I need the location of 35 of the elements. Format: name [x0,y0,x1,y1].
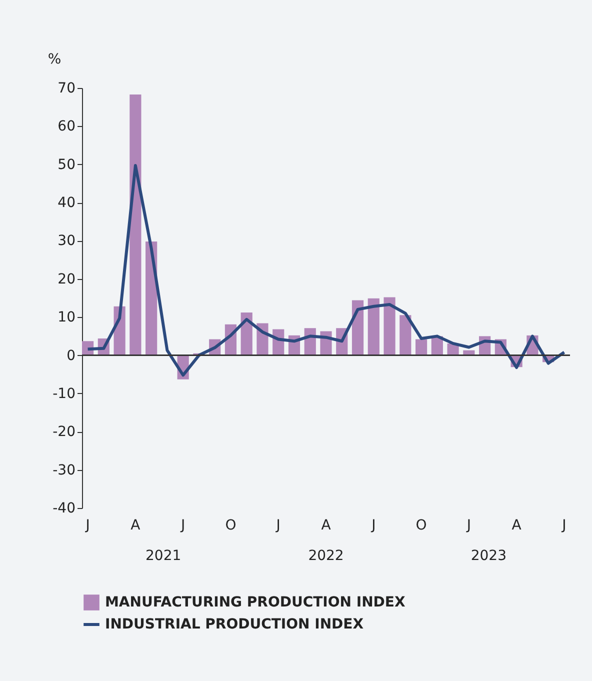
y-axis-title: % [48,52,62,68]
x-tick-label: O [225,518,236,534]
bar [415,339,428,356]
y-tick-label: 60 [58,118,76,135]
y-tick-label: 0 [66,348,76,364]
bar [384,297,396,356]
x-tick-label: O [416,518,427,534]
legend-label: INDUSTRIAL PRODUCTION INDEX [105,616,364,632]
x-tick-label: J [561,518,566,534]
legend-label: MANUFACTURING PRODUCTION INDEX [105,594,406,610]
y-tick-label: -20 [52,424,76,440]
x-tick-label: A [130,518,141,534]
x-tick-label: A [512,518,522,534]
x-tick-label: J [275,518,280,534]
x-tick-label: J [84,518,90,534]
y-tick-label: 50 [58,156,76,173]
bar [400,315,412,356]
x-tick-label: A [321,518,332,534]
y-tick-label: -40 [52,500,76,516]
y-tick-label: 10 [58,310,76,326]
text: 2021 [146,548,182,564]
line-series [86,164,566,377]
y-tick-label: -10 [52,386,76,402]
y-tick-label: 30 [58,233,76,250]
text: 2023 [470,548,506,564]
y-tick-label: -30 [52,462,76,478]
x-tick-label: J [466,518,471,534]
bar [368,298,380,356]
x-tick-label: J [370,518,376,534]
y-tick-label: 20 [58,271,76,288]
x-tick-label: J [180,518,186,534]
y-tick-label: 70 [58,80,76,96]
bar [130,94,142,356]
y-tick-label: 40 [58,195,76,212]
text: 2022 [308,548,344,564]
